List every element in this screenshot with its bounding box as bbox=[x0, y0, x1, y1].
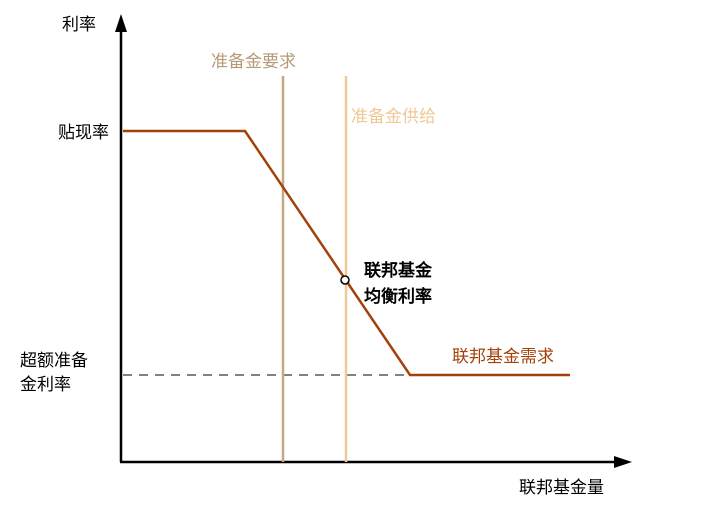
fed-funds-demand-curve bbox=[123, 129, 570, 377]
discount-rate-label: 贴现率 bbox=[58, 123, 109, 143]
y-axis-arrow bbox=[115, 14, 127, 32]
equilibrium-label-line1: 联邦基金 bbox=[364, 260, 433, 281]
x-axis-arrow bbox=[614, 456, 632, 468]
fed-funds-demand-label: 联邦基金需求 bbox=[452, 347, 554, 367]
ioer-label-line2: 金利率 bbox=[20, 375, 71, 395]
reserve-supply-label: 准备金供给 bbox=[351, 107, 436, 127]
ioer-label-line1: 超额准备 bbox=[20, 351, 88, 371]
y-axis-label: 利率 bbox=[62, 15, 96, 35]
equilibrium-label-line2: 均衡利率 bbox=[364, 286, 432, 307]
equilibrium-point bbox=[340, 275, 350, 285]
x-axis-label: 联邦基金量 bbox=[519, 478, 604, 498]
reserve-demand-label: 准备金要求 bbox=[211, 52, 296, 72]
